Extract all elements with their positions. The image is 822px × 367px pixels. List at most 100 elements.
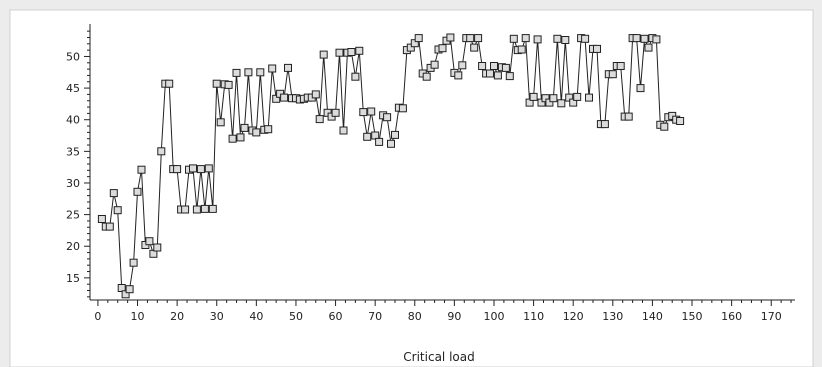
data-point-marker [367,107,376,116]
data-point-marker [133,187,142,196]
data-point-marker [181,205,190,214]
data-point-marker [280,93,289,102]
data-point-marker [232,68,241,77]
x-tick-label: 40 [249,310,263,323]
y-tick-label: 40 [66,114,80,127]
data-point-marker [125,285,134,294]
data-point-marker [640,34,649,43]
x-tick-label: 20 [170,310,184,323]
data-point-marker [311,90,320,99]
data-point-marker [196,165,205,174]
data-point-marker [216,118,225,127]
x-tick-label: 140 [642,310,663,323]
data-point-marker [414,34,423,43]
data-point-marker [208,204,217,213]
data-point-marker [192,205,201,214]
y-tick-label: 25 [66,209,80,222]
data-point-marker [113,206,122,215]
data-point-marker [240,123,249,132]
data-point-marker [652,35,661,44]
data-point-marker [236,133,245,142]
data-point-marker [224,80,233,89]
data-point-marker [632,34,641,43]
series-markers [97,33,685,299]
data-point-marker [129,258,138,267]
data-point-marker [478,62,487,70]
data-point-marker [264,125,273,134]
data-point-marker [244,68,253,77]
data-point-marker [398,104,407,113]
data-point-marker [600,120,609,129]
x-tick-label: 80 [408,310,422,323]
data-point-marker [573,92,582,101]
data-point-marker [585,93,593,102]
data-point-marker [446,33,455,42]
data-point-marker [355,46,364,55]
data-point-marker [383,113,392,122]
data-point-marker [109,189,118,198]
data-point-marker [204,164,213,173]
data-point-marker [505,72,514,81]
y-tick-label: 20 [66,240,80,253]
data-point-marker [430,60,439,69]
data-point-marker [105,222,114,231]
y-tick-label: 35 [66,145,80,158]
data-point-marker [145,237,154,246]
x-tick-label: 10 [131,310,145,323]
axes: 0 10 20 30 40 50 60 70 80 90 100 110 120 130 140 150 160… [66,24,795,323]
x-tick-label: 0 [94,310,101,323]
data-point-marker [173,165,182,174]
data-point-marker [474,34,483,43]
data-point-marker [486,69,494,78]
data-point-marker [391,130,399,139]
data-point-marker [521,34,530,43]
data-point-marker [252,128,261,137]
data-point-marker [359,108,368,117]
x-tick-label: 30 [210,310,224,323]
data-point-marker [608,70,617,79]
data-point-marker [676,117,685,125]
data-point-marker [363,132,372,141]
data-point-marker [284,63,292,72]
x-tick-label: 120 [563,310,584,323]
y-tick-label: 15 [66,272,80,285]
data-point-marker [616,62,625,70]
data-point-marker [137,165,146,174]
x-tick-label: 70 [368,310,382,323]
data-point-marker [454,71,463,80]
data-point-marker [121,290,130,299]
data-point-marker [347,48,356,56]
data-point-marker [490,62,498,70]
data-point-marker [493,71,502,80]
data-point-marker [319,50,328,59]
data-point-marker [200,204,209,213]
data-point-marker [470,43,479,52]
x-tick-label: 150 [682,310,703,323]
data-point-marker [339,126,348,135]
data-point-marker [549,94,558,103]
data-point-marker [438,44,447,53]
data-point-marker [335,48,344,57]
x-tick-label: 160 [721,310,742,323]
data-point-marker [422,72,431,81]
data-point-marker [189,164,197,173]
data-point-marker [533,35,542,44]
plot-area-background [9,9,814,367]
x-tick-label: 170 [761,310,782,323]
data-point-marker [387,139,395,148]
y-tick-label: 50 [66,50,80,63]
data-point-marker [165,79,174,88]
data-point-marker [157,147,166,156]
data-point-marker [458,61,467,70]
data-point-marker [636,84,645,93]
data-point-marker [153,243,162,252]
series-group [97,33,685,299]
x-tick-label: 60 [329,310,343,323]
data-point-marker [268,64,277,73]
y-tick-label: 30 [66,177,80,190]
data-point-marker [509,34,518,43]
data-point-marker [593,44,601,53]
data-point-marker [315,115,324,124]
x-tick-label: 50 [289,310,303,323]
